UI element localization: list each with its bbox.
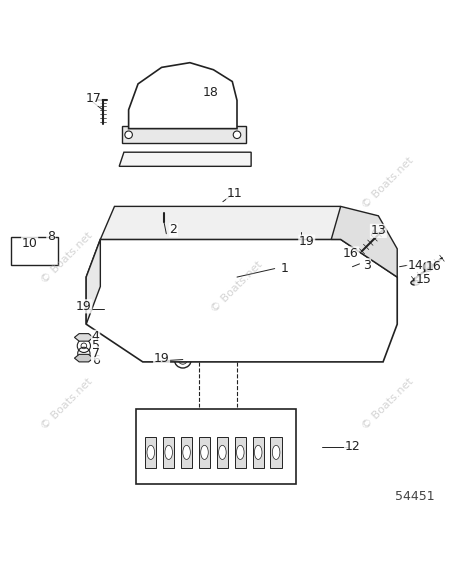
Text: © Boats.net: © Boats.net — [360, 155, 415, 210]
Text: 15: 15 — [415, 273, 431, 286]
Polygon shape — [331, 206, 397, 277]
Bar — [121, 126, 246, 143]
Text: 11: 11 — [227, 187, 243, 200]
Bar — [121, 284, 147, 315]
Text: © Boats.net: © Boats.net — [40, 377, 95, 432]
Text: 10: 10 — [22, 237, 37, 250]
Text: 5: 5 — [91, 339, 100, 352]
Ellipse shape — [165, 445, 173, 460]
Text: 2: 2 — [169, 223, 177, 237]
Ellipse shape — [237, 445, 244, 460]
Text: 8: 8 — [47, 230, 55, 242]
Ellipse shape — [121, 261, 145, 274]
Polygon shape — [100, 206, 341, 240]
Ellipse shape — [219, 445, 226, 460]
Ellipse shape — [273, 445, 280, 460]
Circle shape — [125, 131, 132, 139]
Text: 7: 7 — [91, 347, 100, 360]
Bar — [271, 437, 282, 468]
Ellipse shape — [220, 317, 244, 331]
Text: 16: 16 — [426, 260, 442, 273]
Text: © Boats.net: © Boats.net — [40, 231, 95, 286]
Text: 19: 19 — [299, 236, 315, 248]
Ellipse shape — [155, 280, 178, 293]
Circle shape — [423, 262, 433, 272]
Bar — [235, 437, 246, 468]
Bar — [136, 409, 296, 484]
Polygon shape — [86, 240, 100, 324]
Text: 13: 13 — [371, 225, 386, 237]
Bar — [163, 437, 174, 468]
Bar — [199, 437, 210, 468]
Bar — [253, 437, 264, 468]
Bar — [256, 284, 282, 315]
Circle shape — [178, 355, 188, 364]
Bar — [217, 437, 228, 468]
Ellipse shape — [183, 445, 191, 460]
Text: 4: 4 — [91, 331, 100, 343]
Ellipse shape — [147, 445, 155, 460]
Circle shape — [233, 131, 241, 139]
Text: 19: 19 — [76, 300, 92, 313]
Text: © Boats.net: © Boats.net — [360, 377, 415, 432]
Text: © Boats.net: © Boats.net — [210, 259, 264, 314]
Bar — [145, 437, 156, 468]
Text: 1: 1 — [280, 262, 288, 275]
Bar — [211, 284, 237, 315]
Text: 3: 3 — [363, 259, 371, 272]
Circle shape — [296, 236, 305, 245]
Text: 16: 16 — [343, 247, 359, 260]
Text: 14: 14 — [407, 259, 423, 272]
Ellipse shape — [411, 280, 419, 285]
Bar — [138, 155, 223, 164]
Text: 54451: 54451 — [395, 490, 435, 503]
Bar — [166, 284, 192, 315]
Circle shape — [336, 249, 346, 258]
Polygon shape — [74, 354, 93, 362]
Ellipse shape — [201, 445, 208, 460]
Ellipse shape — [188, 299, 211, 312]
Bar — [157, 211, 213, 242]
Polygon shape — [86, 240, 397, 362]
Text: 18: 18 — [203, 86, 219, 99]
Polygon shape — [74, 333, 93, 341]
Bar — [181, 437, 192, 468]
Text: 17: 17 — [85, 92, 101, 105]
Ellipse shape — [255, 445, 262, 460]
Circle shape — [158, 222, 170, 233]
Polygon shape — [119, 152, 251, 166]
Text: 6: 6 — [91, 355, 100, 367]
Polygon shape — [11, 237, 58, 265]
Polygon shape — [128, 62, 237, 129]
Text: 12: 12 — [345, 440, 360, 453]
Circle shape — [346, 261, 358, 273]
Text: 19: 19 — [154, 352, 170, 364]
Circle shape — [100, 312, 109, 322]
